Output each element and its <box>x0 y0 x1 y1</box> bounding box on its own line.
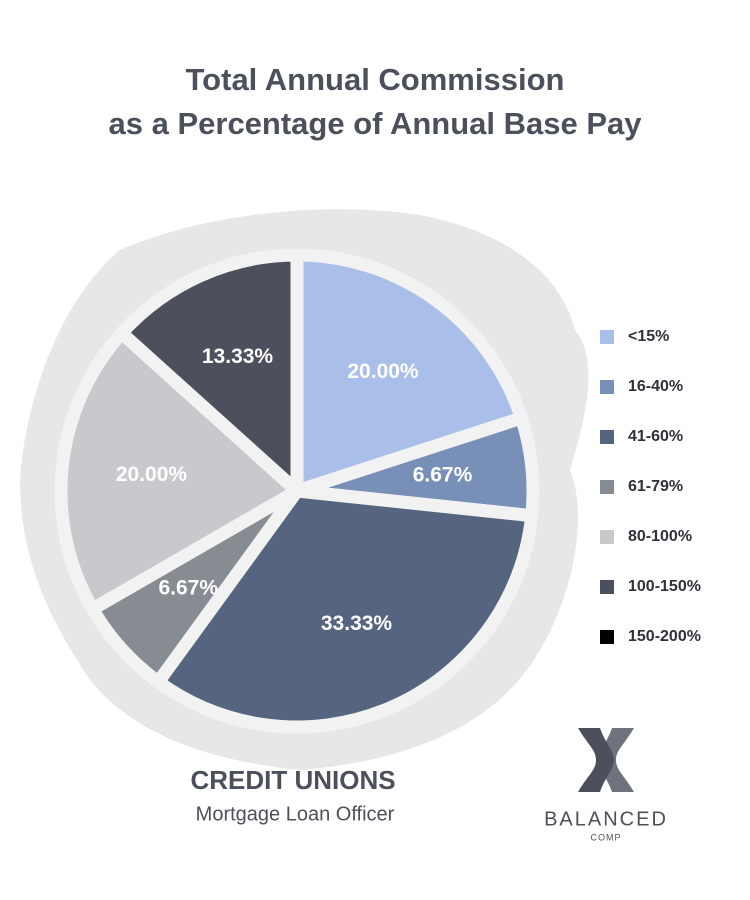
legend-label: 100-150% <box>628 578 701 595</box>
legend-label: <15% <box>628 328 669 345</box>
legend-swatch <box>600 580 614 594</box>
data-label: 20.00% <box>347 360 419 383</box>
chart-title: Total Annual Commission <box>186 62 565 97</box>
data-label: 13.33% <box>202 345 274 368</box>
data-label: 6.67% <box>158 576 218 599</box>
legend-swatch <box>600 330 614 344</box>
logo <box>578 728 634 792</box>
legend-swatch <box>600 530 614 544</box>
legend-label: 16-40% <box>628 378 683 395</box>
data-label: 20.00% <box>116 463 188 486</box>
pie-slice <box>54 326 304 616</box>
legend-swatch <box>600 380 614 394</box>
legend-label: 80-100% <box>628 528 692 545</box>
data-label: 33.33% <box>321 612 393 635</box>
legend-swatch <box>600 630 614 644</box>
legend-label: 61-79% <box>628 478 683 495</box>
legend-swatch <box>600 430 614 444</box>
data-label: 6.67% <box>413 463 473 486</box>
subtitle: Mortgage Loan Officer <box>196 803 395 825</box>
brand-sub: COMP <box>591 832 622 842</box>
subtitle: CREDIT UNIONS <box>190 765 395 795</box>
legend-swatch <box>600 480 614 494</box>
legend-label: 41-60% <box>628 428 683 445</box>
legend-label: 150-200% <box>628 628 701 645</box>
pie-slice <box>115 248 304 498</box>
chart-title: as a Percentage of Annual Base Pay <box>109 106 643 141</box>
brand-name: BALANCED <box>544 808 668 830</box>
pie-slice <box>151 484 539 734</box>
